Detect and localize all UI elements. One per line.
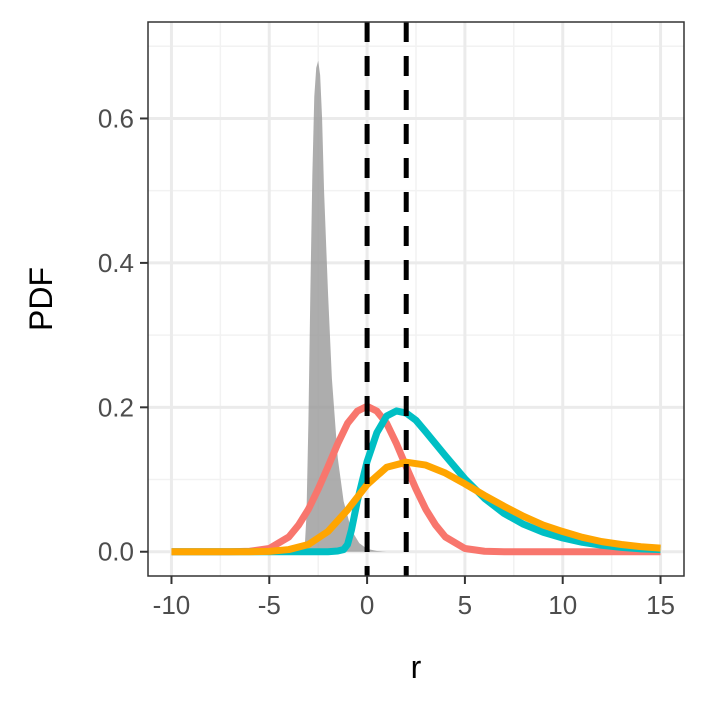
y-tick-label: 0.4	[98, 248, 134, 278]
y-tick-label: 0.0	[98, 537, 134, 567]
density-area-layer	[304, 60, 387, 552]
series-line-2	[171, 407, 661, 556]
density-area-0	[304, 60, 387, 552]
x-tick-label: 5	[458, 590, 472, 620]
y-axis-title: PDF	[23, 267, 59, 331]
x-axis-title: r	[411, 649, 422, 685]
series-line-1	[171, 402, 661, 556]
series-lines	[171, 402, 661, 556]
x-tick-label: 0	[360, 590, 374, 620]
grid	[148, 22, 684, 576]
x-tick-label: 15	[646, 590, 675, 620]
x-tick-label: -10	[153, 590, 191, 620]
x-tick-label: 10	[548, 590, 577, 620]
x-tick-label: -5	[258, 590, 281, 620]
y-tick-labels: 0.0 0.2 0.4 0.6	[98, 103, 134, 566]
reference-lines	[364, 22, 409, 576]
panel-border	[147, 21, 685, 577]
axis-ticks	[140, 117, 662, 584]
x-tick-labels: -10 -5 0 5 10 15	[153, 590, 675, 620]
series-line-3	[171, 458, 661, 556]
y-tick-label: 0.6	[98, 103, 134, 133]
y-tick-label: 0.2	[98, 392, 134, 422]
